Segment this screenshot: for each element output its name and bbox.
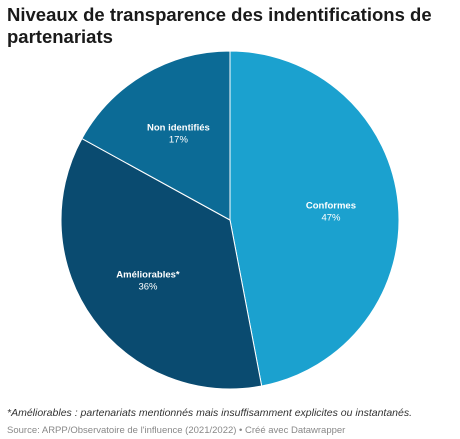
pie-slice-1 bbox=[60, 137, 263, 390]
slice-value-1: 36% bbox=[138, 282, 158, 293]
pie-slice-2 bbox=[81, 50, 231, 221]
source-line: Source: ARPP/Observatoire de l'influence… bbox=[7, 425, 346, 436]
slice-label-0: Conformes bbox=[306, 200, 356, 211]
footnote: *Améliorables : partenariats mentionnés … bbox=[7, 407, 413, 419]
slice-label-1: Améliorables* bbox=[116, 270, 180, 281]
slice-value-2: 17% bbox=[169, 135, 189, 146]
slice-label-2: Non identifiés bbox=[147, 123, 210, 134]
chart-title: Niveaux de transparence des indentificat… bbox=[7, 4, 432, 47]
slice-value-0: 47% bbox=[321, 212, 341, 223]
pie-slice-0 bbox=[229, 50, 400, 387]
